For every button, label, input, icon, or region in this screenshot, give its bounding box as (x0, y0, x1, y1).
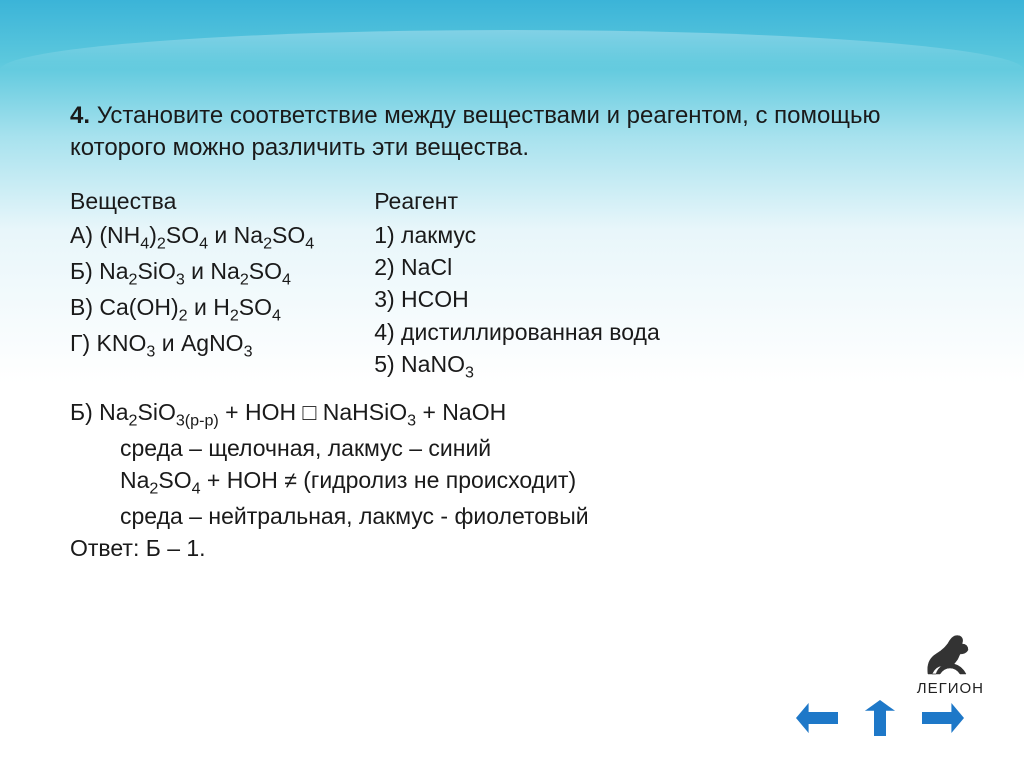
columns: Вещества А) (NH4)2SO4 и Na2SO4 Б) Na2SiO… (70, 185, 954, 384)
explain-line: среда – щелочная, лакмус – синий (120, 432, 954, 464)
left-item: А) (NH4)2SO4 и Na2SO4 (70, 219, 314, 255)
right-item: 2) NaCl (374, 251, 660, 283)
nav-arrows (796, 703, 964, 733)
task-body: Установите соответствие между веществами… (70, 102, 881, 161)
next-arrow-icon[interactable] (922, 703, 964, 733)
explanation: Б) Na2SiO3(р-р) + HOH □ NaHSiO3 + NaOH с… (70, 396, 954, 565)
prev-arrow-icon[interactable] (796, 703, 838, 733)
right-item: 3) HCOH (374, 283, 660, 315)
horse-icon (918, 630, 982, 678)
task-text: 4. Установите соответствие между веществ… (70, 100, 954, 165)
up-arrow-icon[interactable] (865, 700, 895, 736)
left-item: Г) KNO3 и AgNO3 (70, 327, 314, 363)
right-item: 4) дистиллированная вода (374, 316, 660, 348)
decorative-wave (0, 30, 1024, 70)
left-item: В) Ca(OH)2 и H2SO4 (70, 291, 314, 327)
logo: ЛЕГИОН (917, 630, 984, 697)
explain-line: Б) Na2SiO3(р-р) + HOH □ NaHSiO3 + NaOH (70, 396, 954, 432)
task-number: 4. (70, 102, 90, 129)
right-header: Реагент (374, 185, 660, 217)
right-item: 5) NaNO3 (374, 348, 660, 384)
left-column: Вещества А) (NH4)2SO4 и Na2SO4 Б) Na2SiO… (70, 185, 314, 384)
explain-line: Na2SO4 + HOH ≠ (гидролиз не происходит) (120, 464, 954, 500)
explain-answer: Ответ: Б – 1. (70, 532, 954, 564)
right-column: Реагент 1) лакмус 2) NaCl 3) HCOH 4) дис… (374, 185, 660, 384)
right-item: 1) лакмус (374, 219, 660, 251)
slide: 4. Установите соответствие между веществ… (0, 0, 1024, 767)
left-header: Вещества (70, 185, 314, 217)
logo-text: ЛЕГИОН (917, 680, 984, 697)
left-item: Б) Na2SiO3 и Na2SO4 (70, 255, 314, 291)
explain-line: среда – нейтральная, лакмус - фиолетовый (120, 500, 954, 532)
